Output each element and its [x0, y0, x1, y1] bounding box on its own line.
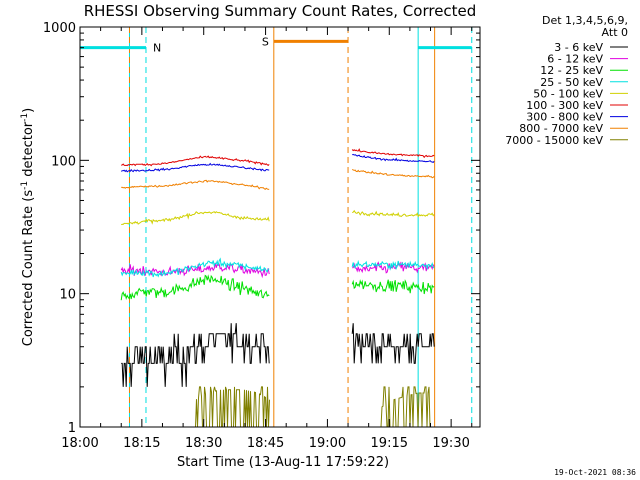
series-line [351, 148, 435, 159]
series-line [351, 279, 435, 295]
y-axis-label: Corrected Count Rate (s-1 detector-1) [20, 108, 36, 346]
series-line [352, 209, 435, 218]
legend-entry-label: 100 - 300 keV [526, 99, 603, 112]
series-line [121, 211, 270, 226]
x-tick-label: 18:30 [185, 436, 222, 451]
y-tick-label: 1 [68, 421, 76, 436]
y-axis-label-main: Corrected Count Rate (s [21, 190, 36, 347]
legend-entry-label: 800 - 7000 keV [519, 122, 603, 135]
series-line [121, 323, 270, 387]
y-tick-label: 100 [51, 154, 76, 169]
chart-title: RHESSI Observing Summary Count Rates, Co… [84, 2, 477, 20]
footer-date: 19-Oct-2021 08:36 [554, 468, 636, 477]
plot-frame [79, 26, 481, 428]
saa-label: S [262, 35, 269, 48]
legend-entry-label: 12 - 25 keV [540, 64, 603, 77]
x-tick-label: 19:30 [432, 436, 469, 451]
axes-layer: 18:00 18:15 18:30 18:45 19:00 19:15 19:30 1 10 10… [43, 21, 480, 451]
legend-header-line-1: Det 1,3,4,5,6,9, [542, 14, 628, 27]
legend-entry-label: 7000 - 15000 keV [505, 134, 603, 147]
series-line [351, 259, 435, 271]
x-tick-label: 18:15 [123, 436, 160, 451]
legend-entry-label: 25 - 50 keV [540, 76, 603, 89]
legend-header-line-2: Att 0 [602, 26, 628, 39]
series-line [351, 323, 435, 364]
series-line [120, 274, 270, 301]
series-line [351, 168, 435, 179]
legend-entry-label: 300 - 800 keV [526, 111, 603, 124]
series-line [121, 155, 270, 167]
x-tick-label: 18:00 [61, 436, 98, 451]
x-axis-label: Start Time (13-Aug-11 17:59:22) [177, 455, 389, 470]
series-line [121, 179, 270, 190]
night-label: N [153, 42, 161, 55]
series-line [352, 153, 435, 163]
x-tick-label: 19:00 [309, 436, 346, 451]
legend-entry-label: 6 - 12 keV [547, 53, 603, 66]
x-tick-label: 19:15 [371, 436, 408, 451]
series-line [120, 162, 270, 173]
x-tick-label: 18:45 [247, 436, 284, 451]
legend-entry-label: 50 - 100 keV [533, 87, 603, 100]
series-line [120, 257, 270, 278]
y-axis-label-sup1: -1 [20, 181, 30, 190]
y-tick-label: 10 [59, 288, 76, 303]
y-axis-label-sup2: -1 [20, 113, 30, 122]
y-axis-label-end: ) [21, 108, 36, 113]
legend-entry-label: 3 - 6 keV [554, 41, 603, 54]
y-tick-label: 1000 [43, 21, 76, 36]
y-axis-label-mid: detector [21, 121, 36, 181]
